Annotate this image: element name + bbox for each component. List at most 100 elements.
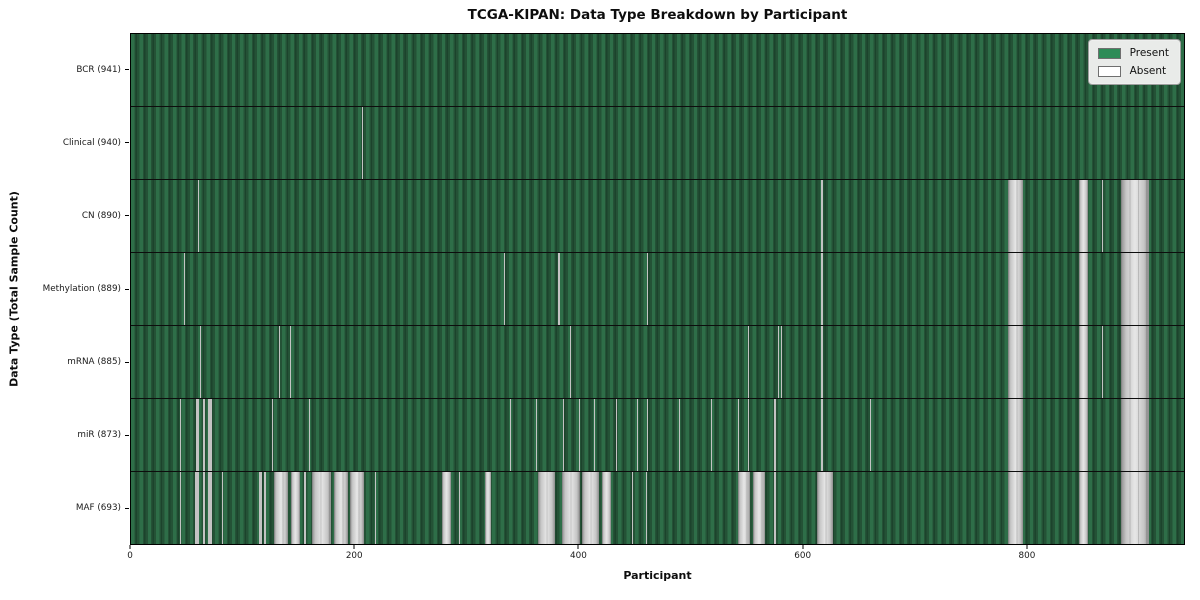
heatmap-row-MAF [131,471,1184,544]
absent-band [442,472,452,544]
absent-band [271,399,274,471]
heatmap-row-miR [131,398,1184,471]
y-axis-tick-labels: BCR (941) Clinical (940) CN (890) Methylati… [0,33,130,545]
absent-band [646,399,648,471]
xtick-label-0: 0 [127,551,133,561]
absent-band [198,180,200,252]
absent-band [747,326,749,398]
absent-band [333,472,349,544]
absent-band [569,326,571,398]
absent-band [312,472,332,544]
absent-band [208,399,212,471]
ytick-label-miR: miR (873) [77,430,121,441]
absent-band [221,472,223,544]
ytick-mark [125,434,129,436]
absent-band [308,399,311,471]
absent-band [195,399,200,471]
absent-band [1008,399,1023,471]
ytick-mark [125,142,129,144]
heatmap-row-CN [131,179,1184,252]
xtick-mark [577,545,579,549]
absent-band [194,472,200,544]
absent-band [1078,180,1088,252]
ytick-mark [125,215,129,217]
absent-band [777,326,779,398]
absent-band [1121,180,1150,252]
legend-item-absent: Absent [1097,65,1169,77]
absent-band [278,326,280,398]
absent-band [180,399,182,471]
absent-band [1008,253,1023,325]
xtick-mark [802,545,804,549]
chart-title: TCGA-KIPAN: Data Type Breakdown by Parti… [467,7,848,23]
absent-band [816,472,833,544]
absent-band [561,472,580,544]
ytick-label-BCR: BCR (941) [76,64,121,75]
absent-band [458,472,460,544]
absent-band [774,472,776,544]
absent-band [781,326,783,398]
absent-band [536,399,538,471]
ytick-label-MAF: MAF (693) [75,503,121,514]
legend-swatch-present [1097,47,1121,59]
absent-band [774,399,776,471]
absent-band [274,472,288,544]
absent-band [374,472,377,544]
ytick-label-mRNA: mRNA (885) [67,357,121,368]
ytick-mark [125,361,129,363]
absent-band [821,399,823,471]
absent-band [289,326,291,398]
absent-band [1121,399,1150,471]
absent-band [202,399,205,471]
absent-band [1008,472,1023,544]
plot-area [130,33,1185,545]
absent-band [1078,253,1088,325]
x-axis-title: Participant [623,569,692,582]
xtick-label-800: 800 [1018,551,1036,561]
absent-band [615,399,617,471]
absent-band [1078,399,1088,471]
absent-band [747,399,749,471]
absent-band [581,472,599,544]
absent-band [558,253,560,325]
absent-band [503,253,505,325]
absent-band [1078,326,1088,398]
heatmap-row-mRNA [131,325,1184,398]
absent-band [737,472,750,544]
absent-band [350,472,364,544]
xtick-label-400: 400 [570,551,587,561]
ytick-mark [125,288,129,290]
xtick-mark [1026,545,1028,549]
absent-band [361,107,363,179]
absent-band [538,472,556,544]
absent-band [1121,253,1150,325]
xtick-label-600: 600 [794,551,812,561]
legend: Present Absent [1087,39,1181,85]
absent-band [869,399,871,471]
absent-band [180,472,182,544]
absent-band [202,472,205,544]
absent-band [1121,326,1150,398]
legend-item-present: Present [1097,47,1169,59]
ytick-mark [125,69,129,71]
absent-band [562,399,565,471]
absent-band [594,399,596,471]
absent-band [679,399,681,471]
xtick-mark [129,545,131,549]
x-axis-ticks: 0 200 400 600 800 [127,545,1185,571]
absent-band [1078,472,1088,544]
absent-band [636,399,638,471]
absent-band [258,472,262,544]
absent-band [737,399,739,471]
absent-band [710,399,712,471]
absent-band [578,399,580,471]
heatmap-row-Clinical [131,106,1184,179]
ytick-label-Methylation: Methylation (889) [42,284,121,294]
absent-band [645,472,647,544]
ytick-label-CN: CN (890) [81,210,121,221]
xtick-label-200: 200 [345,551,363,561]
xtick-mark [353,545,355,549]
absent-band [1008,326,1023,398]
absent-band [646,253,648,325]
